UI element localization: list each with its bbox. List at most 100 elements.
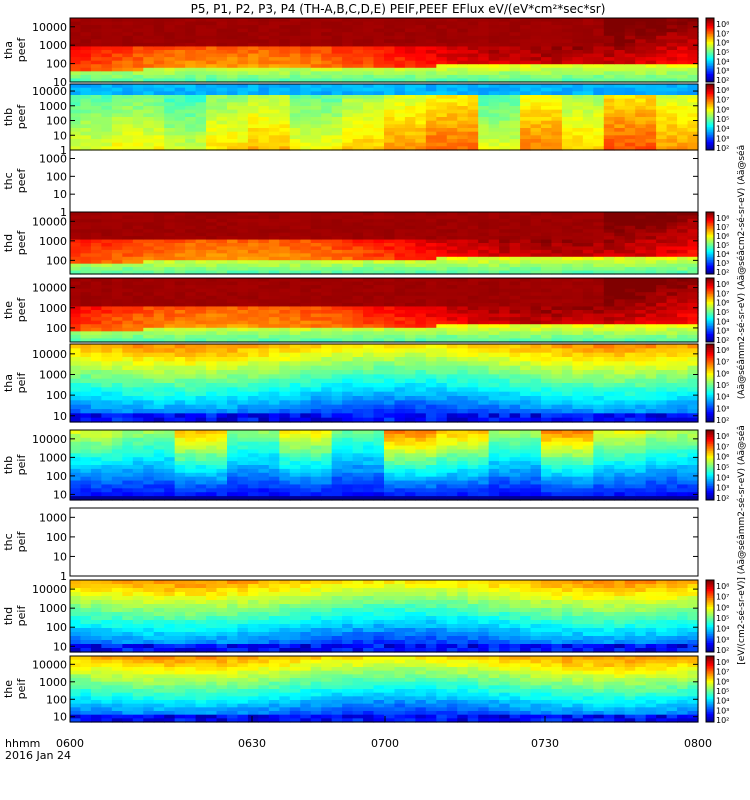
heatmap-cell <box>153 117 165 122</box>
heatmap-cell <box>384 128 396 133</box>
heatmap-cell <box>331 229 343 234</box>
heatmap-cell <box>111 404 123 410</box>
heatmap-cell <box>530 39 542 44</box>
heatmap-cell <box>101 50 113 55</box>
heatmap-cell <box>111 139 123 144</box>
heatmap-cell <box>268 338 280 343</box>
colorbar-cell <box>706 50 714 53</box>
heatmap-cell <box>310 256 322 261</box>
heatmap-cell <box>520 106 532 111</box>
heatmap-cell <box>310 102 322 107</box>
heatmap-cell <box>687 128 699 133</box>
heatmap-cell <box>342 306 354 311</box>
heatmap-cell <box>153 409 165 414</box>
heatmap-cell <box>90 131 102 136</box>
heatmap-cell <box>415 236 427 241</box>
heatmap-cell <box>520 117 532 122</box>
heatmap-cell <box>310 263 322 268</box>
heatmap-cell <box>384 310 396 315</box>
heatmap-cell <box>247 361 259 367</box>
heatmap-cell <box>247 232 259 237</box>
heatmap-cell <box>645 288 657 293</box>
heatmap-cell <box>645 236 657 241</box>
heatmap-cell <box>80 139 92 144</box>
heatmap-cell <box>478 21 490 26</box>
heatmap-cell <box>509 288 521 293</box>
heatmap-cell <box>530 229 542 234</box>
heatmap-cell <box>185 263 197 268</box>
heatmap-cell <box>541 338 553 343</box>
heatmap-cell <box>164 53 176 58</box>
heatmap-cell <box>143 295 155 300</box>
heatmap-cell <box>499 232 511 237</box>
heatmap-cell <box>645 215 657 220</box>
heatmap-cell <box>216 374 228 380</box>
heatmap-cell <box>603 225 615 230</box>
heatmap-cell <box>624 95 636 100</box>
heatmap-cell <box>478 263 490 268</box>
heatmap-cell <box>373 299 385 304</box>
heatmap-cell <box>174 246 186 251</box>
heatmap-cell <box>509 313 521 318</box>
heatmap-cell <box>666 299 678 304</box>
heatmap-cell <box>195 243 207 248</box>
heatmap-cell <box>363 281 375 286</box>
heatmap-cell <box>237 295 249 300</box>
heatmap-cell <box>143 64 155 69</box>
heatmap-cell <box>603 243 615 248</box>
heatmap-cell <box>614 60 626 65</box>
heatmap-cell <box>635 95 647 100</box>
heatmap-cell <box>457 71 469 76</box>
heatmap-cell <box>206 417 218 423</box>
heatmap-cell <box>446 139 458 144</box>
heatmap-cell <box>90 391 102 397</box>
heatmap-cell <box>541 327 553 332</box>
heatmap-cell <box>258 383 270 388</box>
heatmap-cell <box>593 246 605 251</box>
heatmap-cell <box>258 278 270 283</box>
heatmap-cell <box>394 278 406 283</box>
heatmap-cell <box>90 53 102 58</box>
heatmap-cell <box>300 236 312 241</box>
colorbar-cell <box>706 120 714 123</box>
heatmap-cell <box>321 102 333 107</box>
heatmap-cell <box>227 267 239 272</box>
heatmap-cell <box>530 239 542 244</box>
heatmap-cell <box>666 39 678 44</box>
heatmap-cell <box>80 46 92 51</box>
heatmap-cell <box>572 117 584 122</box>
heatmap-cell <box>614 236 626 241</box>
heatmap-cell <box>593 87 605 92</box>
heatmap-cell <box>122 331 134 336</box>
heatmap-cell <box>80 124 92 129</box>
heatmap-cell <box>394 253 406 258</box>
heatmap-cell <box>593 310 605 315</box>
heatmap-cell <box>90 74 102 80</box>
heatmap-cell <box>216 260 228 265</box>
heatmap-cell <box>258 117 270 122</box>
heatmap-cell <box>582 246 594 251</box>
heatmap-cell <box>80 317 92 322</box>
heatmap-cell <box>227 113 239 118</box>
heatmap-cell <box>80 267 92 272</box>
heatmap-cell <box>122 243 134 248</box>
heatmap-cell <box>520 331 532 336</box>
heatmap-cell <box>237 348 249 354</box>
heatmap-cell <box>488 109 500 114</box>
heatmap-cell <box>185 91 197 96</box>
heatmap-cell <box>666 285 678 290</box>
heatmap-cell <box>593 39 605 44</box>
heatmap-cell <box>436 32 448 37</box>
heatmap-cell <box>289 222 301 227</box>
heatmap-cell <box>342 18 354 23</box>
heatmap-cell <box>373 50 385 55</box>
heatmap-cell <box>509 39 521 44</box>
heatmap-cell <box>122 285 134 290</box>
heatmap-cell <box>561 18 573 23</box>
heatmap-cell <box>101 232 113 237</box>
heatmap-cell <box>530 212 542 217</box>
heatmap-cell <box>143 109 155 114</box>
heatmap-cell <box>258 357 270 362</box>
heatmap-cell <box>90 84 102 89</box>
colorbar-tick-label: 10⁵ <box>716 308 729 317</box>
